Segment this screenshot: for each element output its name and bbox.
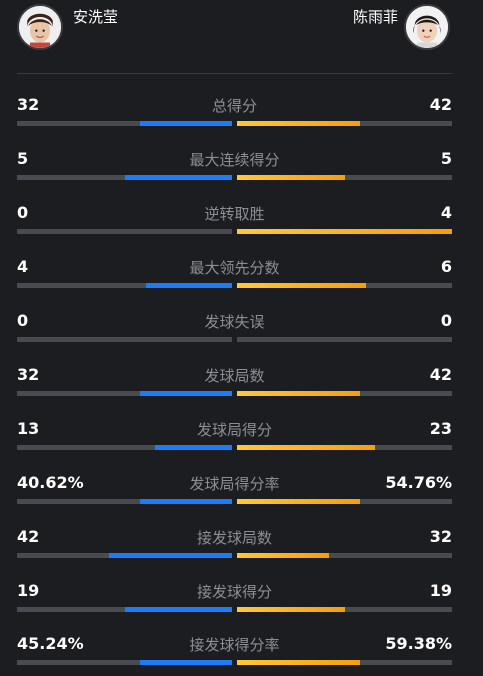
stat-left-bar [17,660,232,665]
stat-row-receive-games: 42 接发球局数 32 [17,527,452,567]
stat-label: 总得分 [211,97,257,115]
stat-left-value: 32 [17,95,40,114]
player-right-name: 陈雨菲 [352,8,398,26]
stat-left-bar [17,283,232,288]
stat-right-value: 0 [440,311,452,330]
stat-row-comebacks: 0 逆转取胜 4 [17,203,452,243]
stat-right-bar [237,229,452,234]
stat-right-value: 42 [429,365,452,384]
stat-right-bar-fill [237,229,452,234]
stat-right-bar [237,121,452,126]
stat-row-receive-point-rate: 45.24% 接发球得分率 59.38% [17,634,452,674]
stat-label: 发球局得分 [196,421,272,439]
stat-left-bar-fill [139,391,232,396]
stat-right-bar [237,283,452,288]
stat-right-value: 6 [440,257,452,276]
stat-left-value: 0 [17,203,29,222]
stat-right-value: 23 [429,419,452,438]
header-divider [17,73,452,74]
match-header: 安洗莹 陈雨菲 [0,0,483,74]
stat-label: 接发球得分率 [189,636,280,654]
stat-right-bar-fill [237,175,345,180]
stat-left-bar [17,607,232,612]
stat-right-bar-fill [237,445,375,450]
stat-right-value: 32 [429,527,452,546]
stat-right-bar-fill [237,660,360,665]
stat-row-service-point-rate: 40.62% 发球局得分率 54.76% [17,473,452,513]
stat-right-bar [237,391,452,396]
stat-row-service-errors: 0 发球失误 0 [17,311,452,351]
stat-row-service-points: 13 发球局得分 23 [17,419,452,459]
stat-left-bar [17,499,232,504]
stat-label: 逆转取胜 [204,205,265,223]
stat-left-value: 4 [17,257,29,276]
stat-left-bar-fill [154,445,232,450]
stat-row-service-games: 32 发球局数 42 [17,365,452,405]
stat-right-value: 19 [429,581,452,600]
player-left-avatar[interactable] [17,4,63,50]
stat-right-value: 59.38% [385,634,452,653]
stat-right-bar [237,175,452,180]
stat-right-bar-fill [237,553,330,558]
player-right-avatar[interactable] [404,4,450,50]
stat-left-value: 32 [17,365,40,384]
stat-label: 接发球局数 [196,529,272,547]
stat-right-bar [237,499,452,504]
stat-left-bar [17,121,232,126]
stat-left-bar [17,337,232,342]
stat-left-value: 13 [17,419,40,438]
player-left-photo-icon [19,6,61,48]
stat-label: 发球局数 [204,367,265,385]
stat-left-bar-fill [146,283,232,288]
player-right-photo-icon [406,6,448,48]
stat-row-receive-points: 19 接发球得分 19 [17,581,452,621]
stat-left-value: 5 [17,149,29,168]
stat-left-bar-fill [109,553,232,558]
stat-label: 最大领先分数 [189,259,280,277]
stat-left-bar [17,229,232,234]
stat-left-bar-fill [124,607,232,612]
stat-left-value: 40.62% [17,473,84,492]
stat-right-bar [237,445,452,450]
stat-left-bar [17,553,232,558]
stat-right-bar [237,337,452,342]
stat-left-bar [17,445,232,450]
stat-row-total-points: 32 总得分 42 [17,95,452,135]
stat-right-value: 5 [440,149,452,168]
stat-right-bar [237,660,452,665]
stat-right-value: 4 [440,203,452,222]
stat-label: 最大连续得分 [189,151,280,169]
stat-right-bar [237,607,452,612]
stat-left-value: 19 [17,581,40,600]
stat-right-bar-fill [237,607,345,612]
stat-left-value: 0 [17,311,29,330]
stat-right-bar-fill [237,499,360,504]
stat-right-bar-fill [237,391,360,396]
stat-right-value: 42 [429,95,452,114]
stat-left-bar-fill [139,660,232,665]
stat-label: 发球失误 [204,313,265,331]
stat-right-value: 54.76% [385,473,452,492]
stat-left-bar [17,391,232,396]
stat-right-bar-fill [237,283,366,288]
stat-right-bar-fill [237,121,360,126]
stat-left-value: 45.24% [17,634,84,653]
stat-right-bar [237,553,452,558]
stat-label: 接发球得分 [196,583,272,601]
player-left-name: 安洗莹 [73,8,119,26]
stat-row-max-lead: 4 最大领先分数 6 [17,257,452,297]
stat-left-bar-fill [139,499,232,504]
stat-left-value: 42 [17,527,40,546]
stat-row-max-streak: 5 最大连续得分 5 [17,149,452,189]
stat-label: 发球局得分率 [189,475,280,493]
stat-left-bar [17,175,232,180]
stat-left-bar-fill [124,175,232,180]
stat-left-bar-fill [139,121,232,126]
